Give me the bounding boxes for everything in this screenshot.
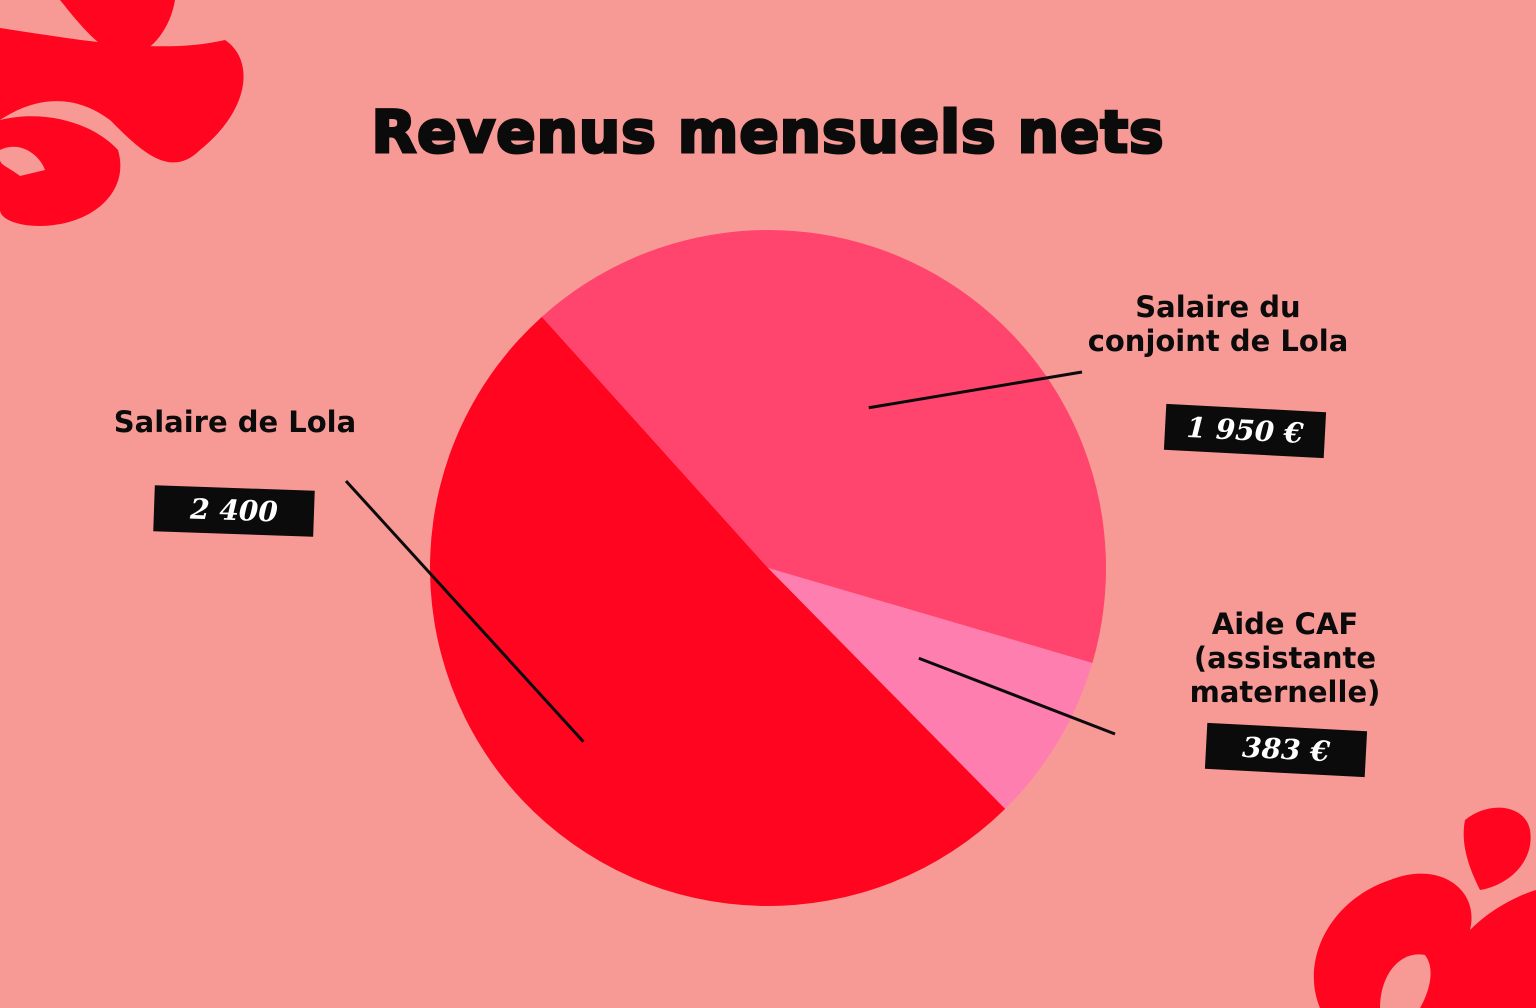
label-salaire-lola: Salaire de Lola xyxy=(113,405,357,439)
value-tag-caf: 383 € xyxy=(1204,722,1368,778)
leader-line-0 xyxy=(868,370,1083,410)
bottom-right-swash xyxy=(1313,873,1536,1008)
leader-line-1 xyxy=(918,656,1116,736)
value-tag-lola: 2 400 xyxy=(153,485,315,537)
label-salaire-conjoint: Salaire du conjoint de Lola xyxy=(1087,290,1349,358)
label-aide-caf: Aide CAF (assistante maternelle) xyxy=(1189,607,1381,709)
pie-slice-2 xyxy=(429,316,1006,907)
top-left-swash xyxy=(0,28,244,163)
chart-title: Revenus mensuels nets xyxy=(370,97,1165,168)
bottom-right-swash-top xyxy=(1463,807,1531,890)
value-tag-conjoint: 1 950 € xyxy=(1163,403,1327,459)
top-left-swash-lower xyxy=(0,116,121,226)
pie-slice-1 xyxy=(768,568,1093,809)
pie-slice-0 xyxy=(541,230,1106,663)
leader-line-2 xyxy=(344,479,585,743)
top-left-swash-top xyxy=(60,0,175,58)
